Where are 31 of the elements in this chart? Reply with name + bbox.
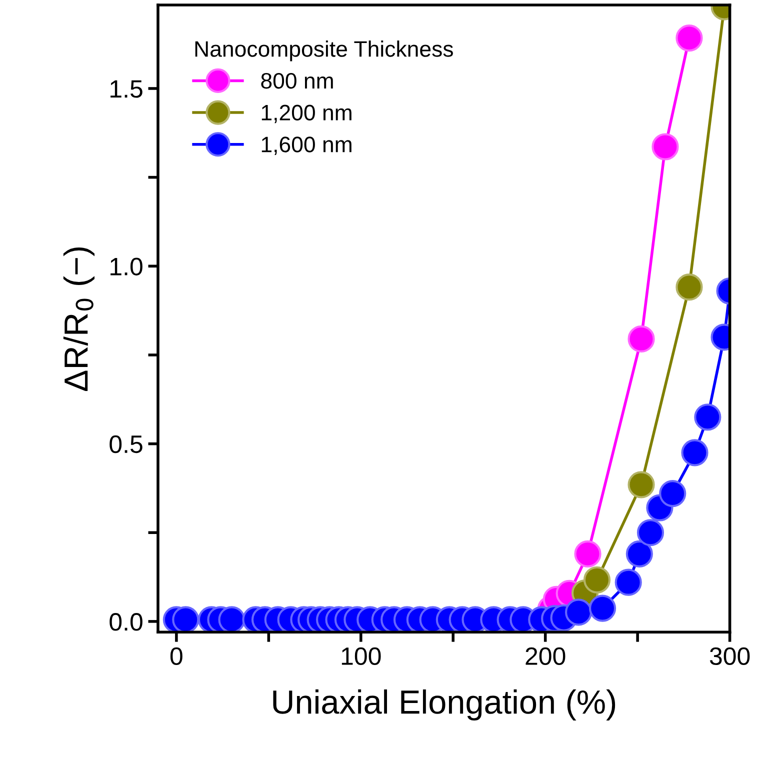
x-tick-label: 200 (526, 647, 566, 666)
point (636, 519, 664, 546)
point (172, 606, 200, 632)
point (614, 568, 642, 596)
y-tick-label: 1.0 (110, 258, 142, 276)
point (676, 274, 703, 301)
legend-label: 800 nm (261, 72, 333, 89)
point (628, 325, 655, 353)
y-tick-label: 0.5 (110, 435, 142, 454)
point (565, 598, 592, 626)
legend-label: 1,200 nm (262, 104, 352, 124)
x-tick-label: 0 (170, 647, 182, 666)
point (218, 606, 246, 632)
y-tick-label: 0.0 (110, 613, 142, 631)
point (652, 133, 679, 160)
point (659, 480, 686, 508)
x-axis-title: Uniaxial Elongation (%) (273, 689, 616, 720)
point (574, 540, 602, 568)
point (588, 594, 616, 622)
point (694, 404, 722, 431)
legend-title: Nanocomposite Thickness (195, 40, 453, 62)
point (626, 540, 653, 568)
y-tick-label: 1.5 (110, 80, 142, 98)
point (628, 471, 655, 498)
point (681, 439, 708, 466)
x-tick-label: 300 (710, 647, 750, 666)
x-tick-label: 100 (342, 647, 381, 666)
point (676, 24, 703, 52)
point (583, 566, 611, 594)
y-axis-title: ΔR/R$_{0}$ (−) (63, 247, 94, 392)
legend-label: 1,600 nm (262, 136, 352, 155)
